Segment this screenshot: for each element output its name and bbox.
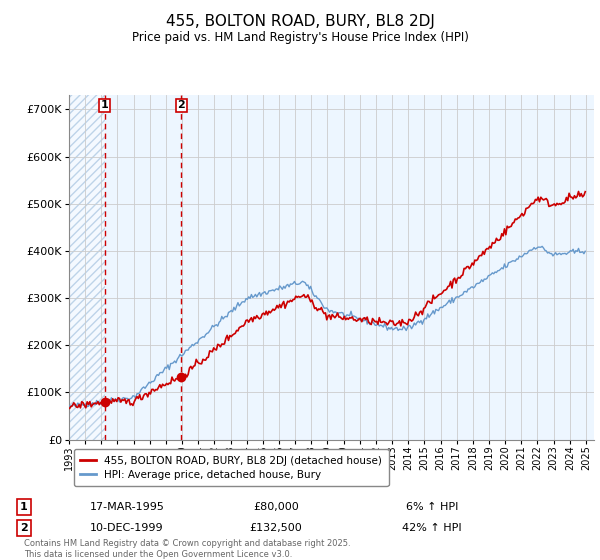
Bar bbox=[69, 95, 104, 440]
Text: £132,500: £132,500 bbox=[250, 523, 302, 533]
Text: 42% ↑ HPI: 42% ↑ HPI bbox=[402, 523, 462, 533]
Text: 1: 1 bbox=[20, 502, 28, 512]
Text: Price paid vs. HM Land Registry's House Price Index (HPI): Price paid vs. HM Land Registry's House … bbox=[131, 31, 469, 44]
Text: 1: 1 bbox=[101, 100, 109, 110]
Text: 6% ↑ HPI: 6% ↑ HPI bbox=[406, 502, 458, 512]
Legend: 455, BOLTON ROAD, BURY, BL8 2DJ (detached house), HPI: Average price, detached h: 455, BOLTON ROAD, BURY, BL8 2DJ (detache… bbox=[74, 449, 389, 486]
Text: 2: 2 bbox=[177, 100, 185, 110]
Text: £80,000: £80,000 bbox=[253, 502, 299, 512]
Text: 17-MAR-1995: 17-MAR-1995 bbox=[90, 502, 165, 512]
Text: 10-DEC-1999: 10-DEC-1999 bbox=[90, 523, 164, 533]
Text: 2: 2 bbox=[20, 523, 28, 533]
Bar bbox=[69, 95, 104, 440]
Text: Contains HM Land Registry data © Crown copyright and database right 2025.
This d: Contains HM Land Registry data © Crown c… bbox=[24, 539, 350, 559]
Text: 455, BOLTON ROAD, BURY, BL8 2DJ: 455, BOLTON ROAD, BURY, BL8 2DJ bbox=[166, 14, 434, 29]
